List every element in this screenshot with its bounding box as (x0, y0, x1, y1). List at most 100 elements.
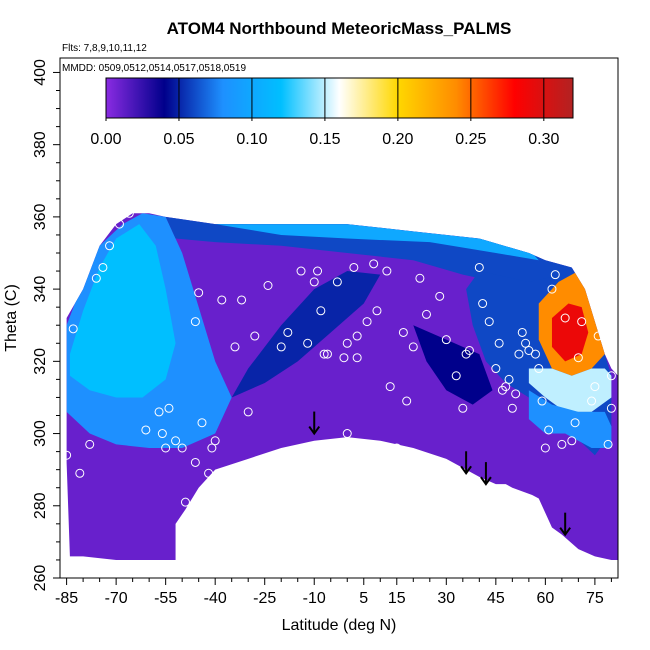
sample-point (141, 425, 151, 435)
x-tick-label: -40 (204, 590, 227, 607)
sample-point (514, 349, 524, 359)
sample-point (478, 299, 488, 309)
sample-point (544, 425, 554, 435)
sample-point (177, 443, 187, 453)
sample-point (114, 219, 124, 229)
sample-point (190, 457, 200, 467)
sample-point (68, 324, 78, 334)
sample-point (316, 306, 326, 316)
colorbar-tick-label: 0.05 (163, 131, 194, 148)
sample-point (537, 396, 547, 406)
sample-point (596, 277, 606, 287)
downward-arrow (308, 411, 321, 436)
sample-point (451, 371, 461, 381)
sample-point (573, 353, 583, 363)
sample-point (164, 403, 174, 413)
sample-point (154, 407, 164, 417)
sample-point (504, 374, 514, 384)
sample-point (587, 396, 597, 406)
sample-point (207, 443, 217, 453)
colorbar-tick-label: 0.10 (236, 131, 267, 148)
sample-point (171, 436, 181, 446)
sample-point (593, 331, 603, 341)
sample-point (230, 342, 240, 352)
sample-point (550, 270, 560, 280)
sample-point (557, 439, 567, 449)
sample-point (606, 371, 616, 381)
sample-point (204, 468, 214, 478)
y-tick-label: 260 (32, 565, 49, 592)
sample-point (313, 266, 323, 276)
sample-point (501, 382, 511, 392)
sample-point (464, 346, 474, 355)
sample-point (342, 338, 352, 348)
flights-subtitle: Flts: 7,8,9,10,11,12 (62, 43, 147, 54)
sample-point (435, 291, 445, 301)
sample-point (474, 262, 484, 272)
downward-arrow (480, 462, 492, 486)
x-tick-label: 5 (359, 590, 368, 607)
sample-point (190, 317, 200, 327)
sample-point (547, 284, 557, 294)
sample-point (283, 327, 293, 337)
sample-point (421, 309, 431, 319)
sample-point (567, 436, 577, 446)
downward-arrow (460, 451, 472, 475)
y-tick-label: 300 (32, 420, 49, 447)
sample-point (530, 349, 540, 359)
sample-point (85, 439, 95, 449)
sample-point (157, 429, 167, 439)
sample-point (303, 338, 313, 348)
sample-point (91, 273, 101, 283)
colorbar-tick-label: 0.00 (90, 131, 121, 148)
sample-point (402, 396, 412, 406)
sample-point (372, 306, 382, 316)
sample-point (408, 342, 418, 352)
y-tick-label: 280 (32, 492, 49, 519)
sample-point (577, 317, 587, 327)
x-tick-label: 15 (388, 590, 406, 607)
x-tick-label: 45 (487, 590, 505, 607)
sample-point (322, 349, 332, 359)
sample-point (332, 277, 342, 287)
x-tick-label: 30 (437, 590, 455, 607)
y-tick-label: 400 (32, 59, 49, 86)
sample-point (392, 443, 402, 453)
sample-point (243, 407, 253, 417)
plot-area (66, 213, 618, 560)
sample-point (491, 364, 501, 374)
colorbar-tick-label: 0.15 (309, 131, 340, 148)
sample-point (342, 429, 352, 439)
sample-point (507, 403, 517, 413)
sample-point (339, 353, 349, 363)
x-tick-label: 75 (586, 590, 604, 607)
sample-point (534, 364, 544, 374)
sample-point (309, 277, 319, 287)
sample-point (441, 335, 451, 345)
sample-point (296, 266, 306, 276)
dates-subtitle: MMDD: 0509,0512,0514,0517,0518,0519 (62, 63, 246, 74)
sample-point (352, 353, 362, 363)
sample-point (517, 327, 527, 337)
y-axis-label: Theta (C) (3, 284, 20, 352)
sample-point (124, 208, 134, 218)
sample-point (415, 273, 425, 283)
sample-point (398, 327, 408, 337)
colorbar-tick-label: 0.20 (382, 131, 413, 148)
y-tick-label: 360 (32, 203, 49, 230)
sample-point (319, 349, 329, 359)
sample-point (511, 389, 521, 399)
region-upper-blue-band (215, 224, 539, 261)
x-tick-label: 60 (536, 590, 554, 607)
sample-point (210, 436, 220, 446)
chart-title: ATOM4 Northbound MeteoricMass_PALMS (167, 19, 512, 38)
sample-points-layer (62, 208, 616, 507)
sample-point (603, 439, 613, 449)
sample-point (540, 443, 550, 453)
sample-point (161, 443, 171, 453)
sample-point (385, 382, 395, 392)
sample-point (194, 288, 204, 298)
x-tick-label: -85 (55, 590, 78, 607)
sample-point (180, 497, 190, 507)
